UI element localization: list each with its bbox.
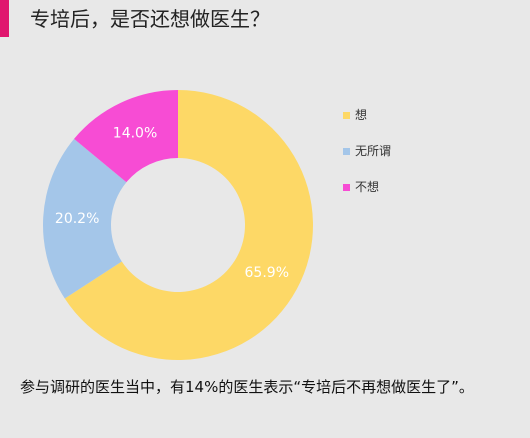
data-label-indifferent: 20.2% (55, 211, 99, 227)
title-accent-bar (0, 0, 9, 37)
legend-item-indifferent: 无所谓 (343, 141, 391, 161)
data-label-want: 65.9% (245, 265, 289, 281)
legend-item-want: 想 (343, 105, 391, 125)
data-label-not-want: 14.0% (113, 126, 157, 142)
legend-label-want: 想 (355, 108, 368, 122)
legend-swatch-indifferent (343, 147, 350, 155)
legend-label-indifferent: 无所谓 (355, 144, 392, 158)
legend-label-not-want: 不想 (355, 180, 380, 194)
legend-swatch-want (343, 111, 350, 119)
legend-swatch-not-want (343, 183, 350, 191)
chart-legend: 想 无所谓 不想 (343, 105, 391, 213)
donut-slice-indifferent (43, 138, 127, 299)
chart-caption: 参与调研的医生当中，有14%的医生表示“专培后不再想做医生了”。 (20, 378, 474, 396)
legend-item-not-want: 不想 (343, 177, 391, 197)
donut-slice-want (64, 90, 313, 361)
chart-title: 专培后，是否还想做医生？ (30, 7, 270, 31)
donut-slices (43, 89, 313, 361)
donut-slice-not-want (74, 89, 178, 183)
data-labels: 65.9% 20.2% 14.0% (55, 126, 289, 282)
